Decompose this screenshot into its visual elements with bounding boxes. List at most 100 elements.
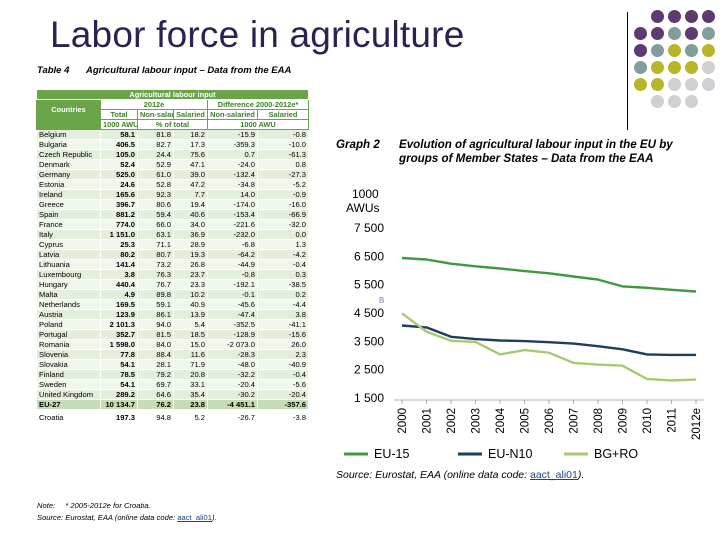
table-row-eu27: EU-27 10 134.7 76.2 23.8 -4 451.1 -357.6: [36, 399, 310, 410]
table-cell: 52.8: [137, 179, 174, 190]
table-cell: 10 134.7: [100, 399, 138, 410]
table4-title: Agricultural labour input – Data from th…: [86, 65, 292, 76]
unit-total: 1000 AWU: [100, 119, 138, 130]
decorative-dot: [651, 44, 664, 57]
y-tick-label: 2 500: [354, 363, 384, 377]
unit-pct: % of total: [137, 119, 208, 130]
table-cell: 24.6: [100, 179, 138, 190]
table-cell: -15.9: [207, 129, 258, 140]
table-row: Denmark 52.4 52.9 47.1 -24.0 0.8: [36, 159, 310, 170]
table-cell: -32.2: [207, 369, 258, 380]
table-cell: 75.6: [173, 149, 208, 160]
table-cell: -10.0: [256, 139, 310, 150]
table-row: Czech Republic 105.0 24.4 75.6 0.7 -61.3: [36, 149, 310, 160]
table-cell: -357.6: [256, 399, 310, 410]
table-cell: 40.9: [173, 299, 208, 310]
table-row: Luxembourg 3.8 76.3 23.7 -0.8 0.3: [36, 269, 310, 280]
decorative-dot: [651, 95, 664, 108]
legend-label: EU-N10: [488, 447, 533, 461]
table-cell: -24.0: [207, 159, 258, 170]
decorative-dot: [685, 27, 698, 40]
decorative-dot: [634, 78, 647, 91]
table-cell: -192.1: [207, 279, 258, 290]
table-cell: 0.2: [256, 289, 310, 300]
table-cell-country: Germany: [36, 169, 101, 180]
table-cell-country: Italy: [36, 229, 101, 240]
table-cell: 1 598.0: [100, 339, 138, 350]
decorative-dot: [668, 27, 681, 40]
graph2-source-link[interactable]: aact_ali01: [529, 469, 578, 481]
table-cell: 66.0: [137, 219, 174, 230]
table-cell: 34.0: [173, 219, 208, 230]
table-cell: 3.8: [256, 309, 310, 320]
table-cell: 14.0: [207, 189, 258, 200]
table-row: Bulgaria 406.5 82.7 17.3 -359.3 -10.0: [36, 139, 310, 150]
table-cell: -174.0: [207, 199, 258, 210]
table-cell: 169.5: [100, 299, 138, 310]
table-cell-country: Bulgaria: [36, 139, 101, 150]
total-header: Total: [100, 109, 138, 120]
salaried-header: Salaried: [173, 109, 208, 120]
table-cell: 881.2: [100, 209, 138, 220]
table4-source-link[interactable]: aact_ali01: [177, 513, 212, 522]
table-row: Belgium 58.1 81.8 18.2 -15.9 -0.8: [36, 129, 310, 140]
table-cell: 1.3: [256, 239, 310, 250]
table-row: Malta 4.9 89.8 10.2 -0.1 0.2: [36, 289, 310, 300]
table-cell: -34.8: [207, 179, 258, 190]
table-cell: -32.0: [256, 219, 310, 230]
table-cell: -20.4: [207, 379, 258, 390]
table-cell: -30.2: [207, 389, 258, 400]
y-tick-label: 6 500: [354, 249, 384, 263]
table-cell-country: Luxembourg: [36, 269, 101, 280]
table-cell: 525.0: [100, 169, 138, 180]
table-cell: 105.0: [100, 149, 138, 160]
table-cell: 94.8: [137, 412, 174, 423]
table-cell: 15.0: [173, 339, 208, 350]
table-cell: 23.7: [173, 269, 208, 280]
table-cell: 89.8: [137, 289, 174, 300]
graph2-source-prefix: Source: Eurostat, EAA (online data code:: [336, 469, 528, 481]
decorative-dot: [651, 78, 664, 91]
table-cell: 63.1: [137, 229, 174, 240]
x-tick-label: 2008: [593, 408, 605, 434]
table-row: Netherlands 169.5 59.1 40.9 -45.6 -4.4: [36, 299, 310, 310]
x-tick-label: 2004: [495, 407, 507, 433]
table-cell: -0.8: [256, 129, 310, 140]
table-cell: 40.6: [173, 209, 208, 220]
table-cell: 4.9: [100, 289, 138, 300]
table-cell: 28.9: [173, 239, 208, 250]
table-cell: 36.9: [173, 229, 208, 240]
table-cell: 774.0: [100, 219, 138, 230]
table-cell: -20.4: [256, 389, 310, 400]
table-cell: -4.4: [256, 299, 310, 310]
countries-unit-spacer: [36, 119, 101, 130]
table-cell: 94.0: [137, 319, 174, 330]
table-cell-country: Spain: [36, 209, 101, 220]
table-cell-country: Denmark: [36, 159, 101, 170]
table-row: France 774.0 66.0 34.0 -221.6 -32.0: [36, 219, 310, 230]
table-cell-country: EU-27: [36, 399, 101, 410]
y-tick-label: 4 500: [354, 306, 384, 320]
table-row: Lithuania 141.4 73.2 26.8 -44.9 -0.4: [36, 259, 310, 270]
table-cell: 26.0: [256, 339, 310, 350]
table-row: Spain 881.2 59.4 40.6 -153.4 -66.9: [36, 209, 310, 220]
x-tick-label: 2007: [569, 408, 581, 434]
table-cell: 82.7: [137, 139, 174, 150]
table-cell: 10.2: [173, 289, 208, 300]
table-cell: 28.1: [137, 359, 174, 370]
table-body: Belgium 58.1 81.8 18.2 -15.9 -0.8 Bulgaria 406.…: [35, 129, 310, 423]
table-cell: 80.6: [137, 199, 174, 210]
table-cell: 20.8: [173, 369, 208, 380]
x-tick-label: 2002: [446, 408, 458, 434]
table-cell: 5.4: [173, 319, 208, 330]
table-cell: 1 151.0: [100, 229, 138, 240]
table4-source-suffix: ).: [211, 513, 217, 522]
table-cell: 59.1: [137, 299, 174, 310]
table-cell: 440.4: [100, 279, 138, 290]
y-axis-label-unit: AWUs: [346, 201, 380, 215]
table4-note: Note: * 2005-2012e for Croatia.: [37, 501, 151, 510]
table-cell: -64.2: [207, 249, 258, 260]
note-text: * 2005-2012e for Croatia.: [65, 501, 151, 510]
table-cell: 23.3: [173, 279, 208, 290]
table4-label: Table 4: [37, 65, 70, 76]
